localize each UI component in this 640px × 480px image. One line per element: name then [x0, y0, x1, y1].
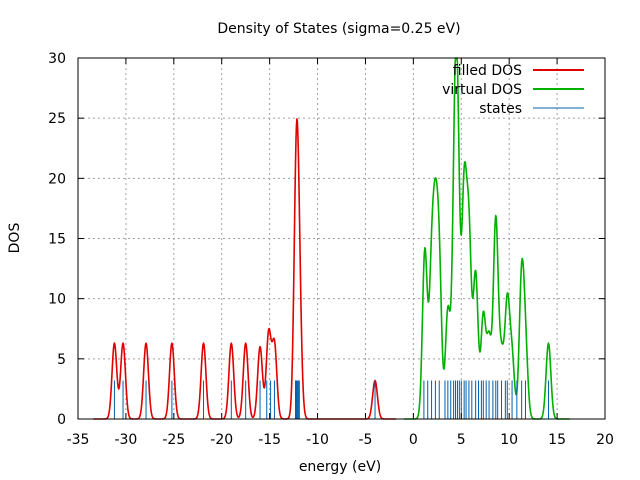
- x-tick-label: 15: [548, 432, 566, 448]
- x-tick-label: -10: [306, 432, 329, 448]
- filled-dos-line: [93, 118, 397, 420]
- y-tick-label: 5: [57, 352, 66, 368]
- x-tick-label: 10: [500, 432, 518, 448]
- legend-label: filled DOS: [453, 63, 522, 79]
- x-tick-label: 0: [409, 432, 418, 448]
- x-tick-label: -20: [210, 432, 233, 448]
- x-tick-label: -30: [114, 432, 137, 448]
- x-tick-label: 20: [596, 432, 614, 448]
- y-tick-label: 30: [48, 51, 66, 67]
- x-tick-label: -5: [358, 432, 372, 448]
- axes-ticks: -35 -30 -25 -20 -15 -10 -5 0 5 10 15 20 0 5 10 15 20 25 30: [48, 51, 614, 448]
- y-tick-label: 25: [48, 111, 66, 127]
- virtual-dos-line: [403, 57, 570, 420]
- legend-label: virtual DOS: [442, 82, 522, 98]
- y-tick-label: 20: [48, 171, 66, 187]
- x-tick-label: -15: [258, 432, 281, 448]
- x-tick-label: 5: [457, 432, 466, 448]
- x-tick-label: -25: [162, 432, 185, 448]
- y-tick-label: 0: [57, 412, 66, 428]
- legend: filled DOS virtual DOS states: [442, 63, 584, 117]
- x-axis-label: energy (eV): [299, 459, 381, 475]
- chart-title: Density of States (sigma=0.25 eV): [217, 21, 460, 37]
- plot-area: [93, 57, 570, 420]
- grid: [78, 58, 605, 419]
- plot-frame: [77, 57, 606, 420]
- y-tick-label: 15: [48, 232, 66, 248]
- legend-label: states: [479, 101, 522, 117]
- x-tick-label: -35: [67, 432, 90, 448]
- y-tick-label: 10: [48, 292, 66, 308]
- y-axis-label: DOS: [7, 223, 23, 254]
